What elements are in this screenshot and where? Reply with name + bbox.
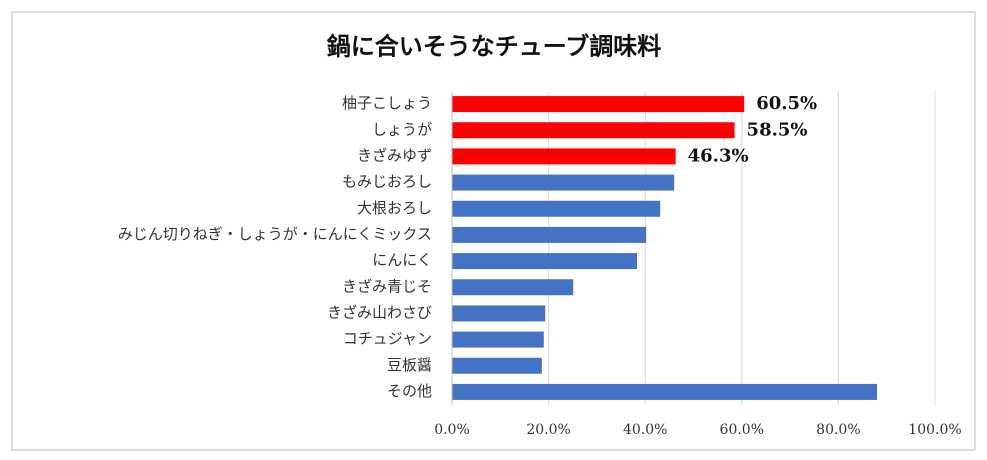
bar [452,253,637,270]
x-tick-label: 20.0% [526,422,570,438]
bar [452,357,542,374]
y-tick-label: その他 [387,382,432,400]
bar [452,122,735,139]
y-tick-label: 大根おろし [357,199,432,217]
y-tick-label: 柚子こしょう [342,94,432,112]
bar [452,279,574,296]
bar [452,174,675,191]
bar [452,383,878,400]
y-tick-label: コチュジャン [343,330,432,348]
value-label: 60.5% [756,93,817,114]
y-tick-label: 豆板醤 [387,356,432,374]
value-label: 46.3% [688,145,749,166]
bar [452,96,745,113]
bar [452,148,676,165]
y-tick-label: もみじおろし [342,173,432,191]
bar [452,331,544,348]
y-tick-label: きざみゆず [357,146,432,164]
y-tick-label: きざみ青じそ [342,277,432,295]
x-tick-label: 40.0% [623,422,667,438]
x-tick-label: 60.0% [720,422,764,438]
y-tick-label: きざみ山わさび [327,303,432,321]
x-tick-label: 100.0% [908,422,961,438]
value-label: 58.5% [747,119,808,140]
bar [452,226,647,243]
chart-title: 鍋に合いそうなチューブ調味料 [327,32,662,61]
bar [452,200,661,217]
x-tick-label: 80.0% [816,422,860,438]
bar [452,305,546,322]
y-tick-label: にんにく [372,251,432,269]
x-tick-label: 0.0% [434,422,470,438]
y-tick-label: しょうが [372,120,432,138]
y-tick-label: みじん切りねぎ・しょうが・にんにくミックス [118,225,432,243]
